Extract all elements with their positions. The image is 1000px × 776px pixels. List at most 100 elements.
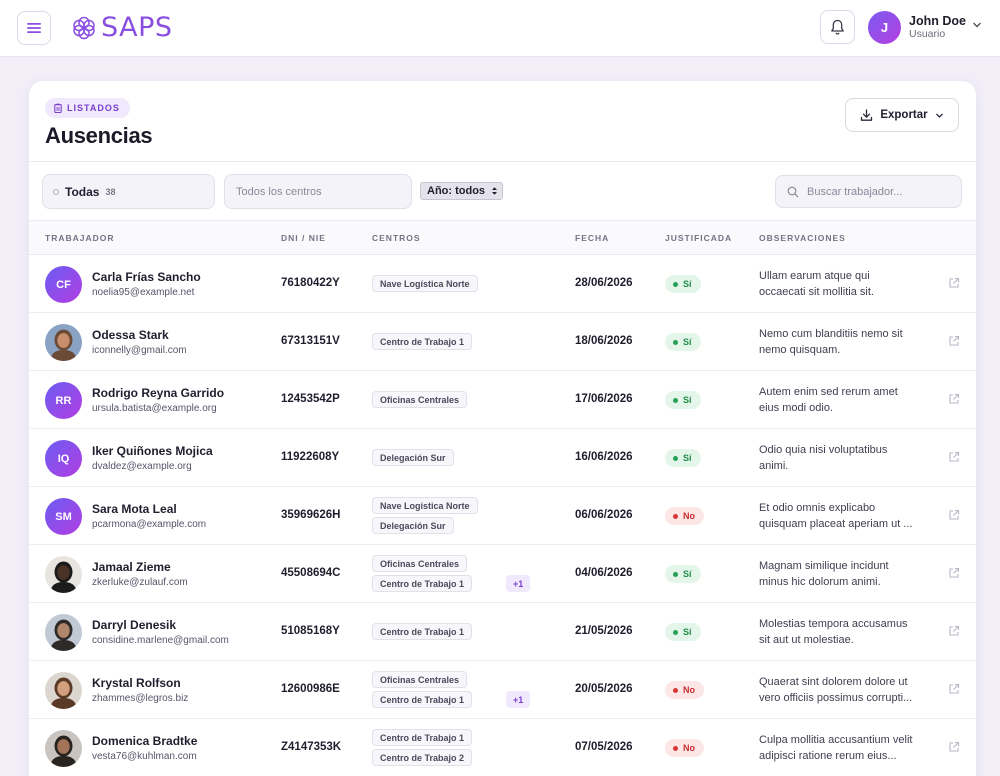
avatar: SM [45, 498, 82, 535]
justified-label: Sí [683, 395, 692, 405]
table-row[interactable]: Domenica Bradtke vesta76@kuhlman.com Z41… [29, 719, 976, 776]
column-header-observaciones[interactable]: OBSERVACIONES [759, 233, 846, 243]
status-dot-icon [673, 397, 678, 403]
notifications-button[interactable] [820, 10, 855, 44]
observations-line: Autem enim sed rerum amet [759, 386, 898, 398]
centro-chip: Oficinas Centrales [372, 555, 468, 572]
worker-email: zkerluke@zulauf.com [92, 577, 188, 588]
justified-label: Sí [683, 569, 692, 579]
external-link-icon[interactable] [948, 683, 960, 695]
worker-dni: 45508694C [281, 567, 341, 579]
worker-dni: 76180422Y [281, 277, 340, 289]
section-badge: LISTADOS [45, 98, 130, 118]
more-centros-badge[interactable]: +1 [506, 691, 531, 708]
table-row[interactable]: Krystal Rolfson zhammes@legros.biz 12600… [29, 661, 976, 719]
header-divider [29, 161, 976, 162]
filters-divider [29, 220, 976, 221]
observations: Odio quia nisi voluptatibus animi. [759, 442, 931, 474]
absence-date: 16/06/2026 [575, 451, 633, 463]
person-photo-icon [45, 556, 82, 593]
observations-line: Nemo cum blanditiis nemo sit [759, 328, 903, 340]
observations-line: sit aut ut molestiae. [759, 634, 854, 646]
centros-filter[interactable]: Todos los centros [224, 174, 412, 209]
avatar: CF [45, 266, 82, 303]
justified-label: No [683, 743, 695, 753]
observations: Nemo cum blanditiis nemo sit nemo quisqu… [759, 326, 931, 358]
observations-line: quisquam placeat aperiam ut ... [759, 518, 913, 530]
column-header-centros[interactable]: CENTROS [372, 233, 421, 243]
export-label: Exportar [880, 109, 928, 121]
chevron-down-icon [935, 113, 943, 118]
external-link-icon[interactable] [948, 335, 960, 347]
user-name: John Doe [909, 13, 966, 28]
absences-card: LISTADOS Ausencias Exportar Todas 38 Tod… [29, 81, 976, 776]
observations-line: Molestias tempora accusamus [759, 618, 908, 630]
status-filter-label: Todas [65, 184, 100, 199]
worker-name: Krystal Rolfson [92, 676, 181, 690]
status-dot-icon [673, 339, 678, 345]
status-dot-icon [673, 745, 678, 751]
observations-line: Et odio omnis explicabo [759, 502, 876, 514]
worker-email: zhammes@legros.biz [92, 693, 189, 704]
worker-name: Odessa Stark [92, 328, 169, 342]
observations-line: Ullam earum atque qui [759, 270, 870, 282]
observations-line: vero officiis possimus corrupti... [759, 692, 913, 704]
absence-date: 06/06/2026 [575, 509, 633, 521]
absence-date: 07/05/2026 [575, 741, 633, 753]
avatar: IQ [45, 440, 82, 477]
justified-label: Sí [683, 453, 692, 463]
table-row[interactable]: RR Rodrigo Reyna Garrido ursula.batista@… [29, 371, 976, 429]
justified-badge: Sí [665, 333, 701, 351]
status-dot-icon [673, 281, 678, 287]
clipboard-icon [54, 103, 62, 113]
avatar [45, 556, 82, 593]
external-link-icon[interactable] [948, 567, 960, 579]
avatar [45, 324, 82, 361]
absence-date: 21/05/2026 [575, 625, 633, 637]
avatar: RR [45, 382, 82, 419]
observations: Molestias tempora accusamus sit aut ut m… [759, 616, 931, 648]
year-select[interactable]: Año: todos [420, 182, 504, 200]
section-badge-label: LISTADOS [67, 103, 120, 113]
more-centros-badge[interactable]: +1 [506, 575, 531, 592]
column-header-trabajador[interactable]: TRABAJADOR [45, 233, 115, 243]
table-row[interactable]: IQ Iker Quiñones Mojica dvaldez@example.… [29, 429, 976, 487]
user-role: Usuario [909, 27, 946, 40]
external-link-icon[interactable] [948, 625, 960, 637]
centro-chip: Centro de Trabajo 1 [372, 691, 473, 708]
worker-name: Domenica Bradtke [92, 734, 198, 748]
search-icon [787, 186, 799, 197]
status-dot-icon [673, 513, 678, 519]
observations: Magnam similique incidunt minus hic dolo… [759, 558, 931, 590]
app-logo[interactable]: SAPS [71, 12, 173, 43]
table-row[interactable]: Odessa Stark iconnelly@gmail.com 6731315… [29, 313, 976, 371]
worker-email: vesta76@kuhlman.com [92, 751, 197, 762]
external-link-icon[interactable] [948, 393, 960, 405]
table-row[interactable]: SM Sara Mota Leal pcarmona@example.com 3… [29, 487, 976, 545]
column-header-justificada[interactable]: JUSTIFICADA [665, 233, 733, 243]
hamburger-icon [27, 23, 41, 33]
column-header-fecha[interactable]: FECHA [575, 233, 610, 243]
status-filter[interactable]: Todas 38 [42, 174, 215, 209]
search-input[interactable]: Buscar trabajador... [775, 175, 962, 208]
user-menu[interactable]: J John Doe Usuario [868, 11, 981, 44]
person-photo-icon [45, 672, 82, 709]
logo-text: SAPS [101, 12, 173, 43]
table-row[interactable]: CF Carla Frías Sancho noelia95@example.n… [29, 255, 976, 313]
export-button[interactable]: Exportar [845, 98, 959, 132]
download-icon [861, 108, 873, 121]
centro-chip: Nave Logística Norte [372, 497, 478, 514]
column-header-dni[interactable]: DNI / NIE [281, 233, 326, 243]
centro-chip: Centro de Trabajo 1 [372, 729, 473, 746]
external-link-icon[interactable] [948, 741, 960, 753]
external-link-icon[interactable] [948, 509, 960, 521]
bell-icon [831, 19, 844, 35]
justified-label: Sí [683, 337, 692, 347]
external-link-icon[interactable] [948, 451, 960, 463]
external-link-icon[interactable] [948, 277, 960, 289]
observations-line: nemo quisquam. [759, 344, 841, 356]
menu-button[interactable] [17, 11, 51, 45]
table-row[interactable]: Jamaal Zieme zkerluke@zulauf.com 4550869… [29, 545, 976, 603]
table-row[interactable]: Darryl Denesik considine.marlene@gmail.c… [29, 603, 976, 661]
observations-line: Magnam similique incidunt [759, 560, 889, 572]
